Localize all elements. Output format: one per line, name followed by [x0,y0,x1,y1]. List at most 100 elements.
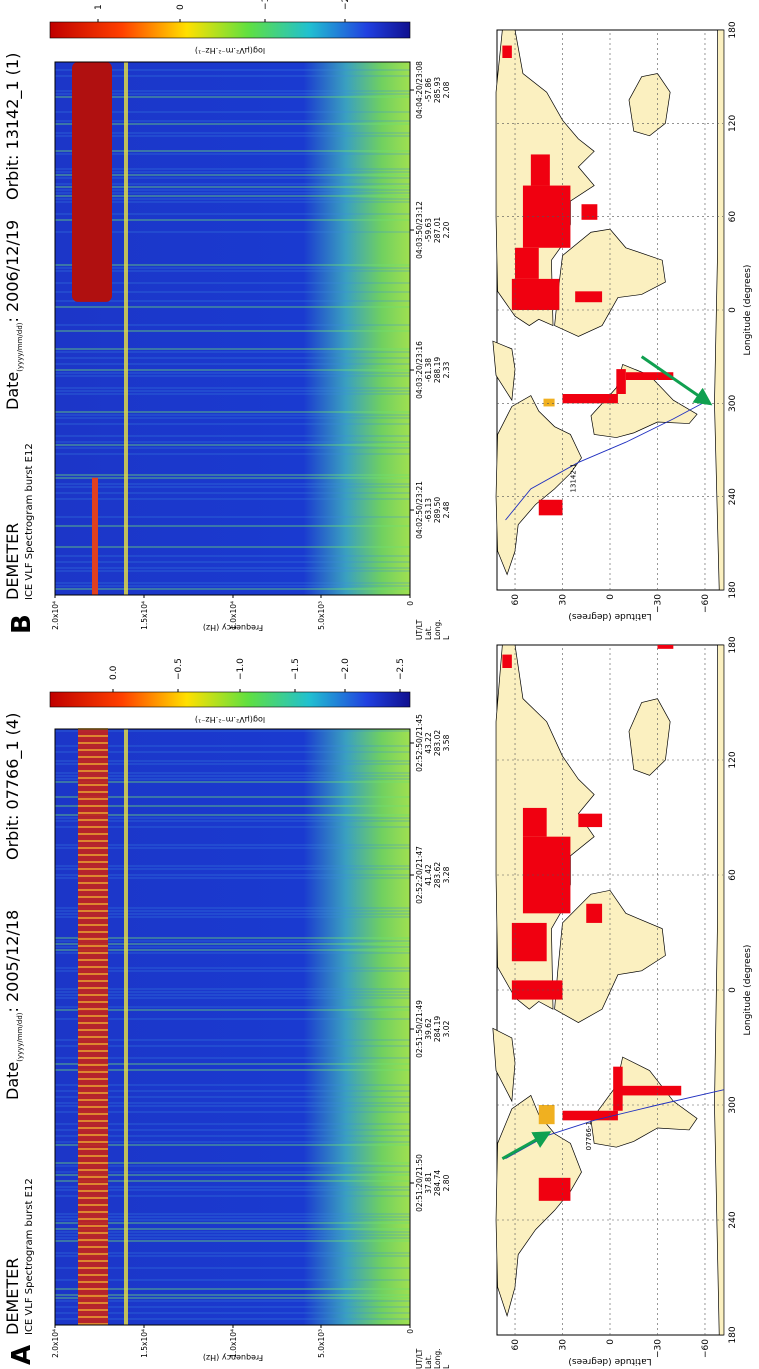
y-tick-label: 1.5x10⁴ [140,1329,149,1358]
red-band-gap [78,1099,108,1101]
lat-tick-label: 0 [606,1339,616,1345]
lon-tick-label: 240 [728,488,738,505]
anomaly-patch [616,369,626,394]
x-tick-label: 41.42 [424,864,433,886]
x-tick-label: 2.08 [442,81,451,98]
red-band-gap [78,791,108,793]
colorbar-tick-label: −2.5 [396,658,406,680]
lat-axis-title: Latitude (degrees) [568,611,651,621]
red-band-gap [78,1204,108,1206]
red-band-gap [78,1036,108,1038]
red-band-gap [78,1225,108,1227]
lon-tick-label: 60 [728,211,738,223]
red-band-gap [78,1281,108,1283]
lon-tick-label: 60 [728,869,738,881]
lon-tick-label: 240 [728,1211,738,1228]
red-band-gap [78,1134,108,1136]
x-tick-label: 284.74 [433,1170,442,1196]
lon-tick-label: 300 [728,394,738,411]
anomaly-patch [562,393,618,404]
lon-tick-label: 300 [728,1096,738,1113]
lon-tick-label: 120 [728,751,738,768]
anomaly-patch [543,398,555,407]
red-band [92,477,98,595]
anomaly-patch [502,45,512,58]
red-band-gap [78,952,108,954]
red-band-gap [78,756,108,758]
red-band-gap [78,1155,108,1157]
red-band-gap [78,1029,108,1031]
anomaly-patch [562,1110,618,1121]
x-tick-label: 02:52:50/21:45 [415,714,424,772]
lon-tick-label: 0 [728,307,738,313]
x-tick-label: 04:02:50/23:21 [415,481,424,539]
x-tick-label: 2.48 [442,501,451,518]
orbit: Orbit: 07766_1 (4) [3,713,23,860]
lat-tick-label: 30 [559,1339,569,1351]
red-band-gap [78,1232,108,1234]
lon-axis-title: Longitude (degrees) [743,265,753,356]
orbit: Orbit: 13142_1 (1) [3,53,23,200]
red-band-gap [78,903,108,905]
red-band [78,729,108,1325]
date-format: (yyyy/mm/dd) [16,322,24,372]
subtitle: ICE VLF Spectrogram burst E12 [24,443,35,600]
anomaly-patch [625,372,674,380]
date-format: (yyyy/mm/dd) [16,1012,24,1062]
row-label: Lat. [424,1355,433,1369]
y-tick-label: 1.5x10⁴ [140,601,149,630]
anomaly-patch [515,247,539,279]
red-band-gap [78,777,108,779]
x-tick-label: 283.62 [433,862,442,888]
orbit-label: 07766-1 [585,1121,593,1150]
red-band-gap [78,910,108,912]
red-band-gap [78,847,108,849]
anomaly-patch [511,922,547,962]
row-label: Lat. [424,626,433,640]
continent [590,363,698,438]
red-band-gap [78,1295,108,1297]
row-label: UT/LT [415,619,424,640]
red-band-gap [78,763,108,765]
red-band-gap [78,1260,108,1262]
panel-letter: B [7,614,37,634]
red-band-gap [78,1211,108,1213]
red-band-gap [78,931,108,933]
red-band-gap [78,1176,108,1178]
red-band-gap [78,1246,108,1248]
panel: A DEMETER ICE VLF Spectrogram burst E12 Dat… [3,636,753,1369]
colorbar-title: log(µV².m⁻².Hz⁻¹) [195,46,265,55]
lat-axis-title: Latitude (degrees) [568,1356,651,1366]
title: DEMETER [3,523,22,600]
red-band-gap [78,1043,108,1045]
red-band-gap [78,1057,108,1059]
x-tick-label: 2.33 [442,361,451,378]
red-band-gap [78,812,108,814]
y-tick-label: 2.0x10⁴ [51,601,60,630]
red-band-gap [78,1127,108,1129]
colorbar-tick-label: −2.0 [341,658,351,680]
spectrogram [55,62,410,595]
red-band-gap [78,987,108,989]
y-tick-label: 2.0x10⁴ [51,1329,60,1358]
red-band-gap [78,1302,108,1304]
arrow [501,1131,552,1160]
x-tick-label: 288.19 [433,357,442,383]
x-tick-label: 3.28 [442,866,451,883]
anomaly-patch [578,813,603,828]
red-band-gap [78,1218,108,1220]
lon-axis-title: Longitude (degrees) [743,945,753,1036]
lat-tick-label: 60 [511,1339,521,1351]
y-tick-label: 5.0x10³ [317,601,326,630]
anomaly-patch [538,1177,571,1201]
band [124,729,128,1325]
title: DEMETER [3,1258,22,1335]
red-band-gap [78,1085,108,1087]
colorbar-title: log(µV².m⁻².Hz⁻¹) [195,715,265,724]
anomaly-patch [538,499,563,516]
lat-tick-label: 60 [511,594,521,606]
red-band-gap [78,868,108,870]
anomaly-patch [511,278,560,310]
anomaly-patch [530,154,550,186]
